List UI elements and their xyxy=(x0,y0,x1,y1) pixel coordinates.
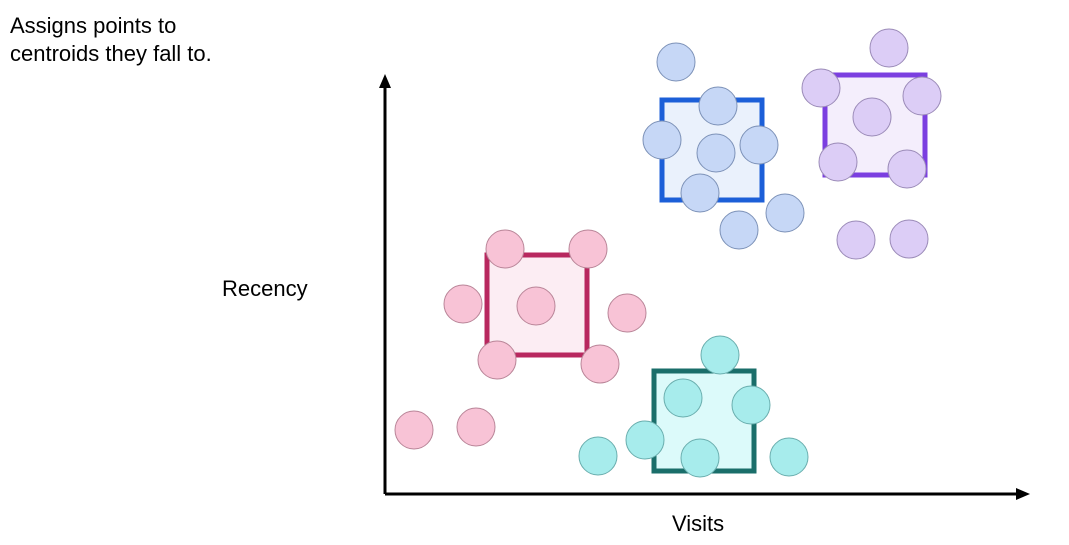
cluster-teal xyxy=(578,335,809,478)
axes xyxy=(379,74,1030,500)
data-point-purple-3 xyxy=(902,76,942,116)
cluster-pink xyxy=(394,229,647,450)
data-point-purple-1 xyxy=(869,28,909,68)
x-axis-arrowhead xyxy=(1016,488,1030,500)
data-point-pink-2 xyxy=(568,229,608,269)
data-point-purple-2 xyxy=(801,68,841,108)
data-point-teal-5 xyxy=(680,438,720,478)
data-point-blue-5 xyxy=(739,125,779,165)
data-point-pink-9 xyxy=(456,407,496,447)
x-axis-label: Visits xyxy=(672,511,725,536)
data-point-purple-8 xyxy=(889,219,929,259)
data-point-teal-6 xyxy=(578,436,618,476)
data-point-teal-2 xyxy=(663,378,703,418)
data-point-pink-5 xyxy=(607,293,647,333)
data-point-teal-7 xyxy=(769,437,809,477)
data-point-teal-4 xyxy=(625,420,665,460)
data-point-purple-5 xyxy=(818,142,858,182)
data-point-blue-2 xyxy=(698,86,738,126)
cluster-purple xyxy=(801,28,942,260)
cluster-blue xyxy=(642,42,805,250)
data-point-blue-4 xyxy=(696,133,736,173)
caption-text: Assigns points to centroids they fall to… xyxy=(10,13,212,66)
y-axis-arrowhead xyxy=(379,74,391,88)
data-point-blue-6 xyxy=(680,173,720,213)
data-point-teal-1 xyxy=(700,335,740,375)
data-point-blue-8 xyxy=(765,193,805,233)
data-point-blue-1 xyxy=(656,42,696,82)
data-point-pink-4 xyxy=(516,286,556,326)
data-point-purple-4 xyxy=(852,97,892,137)
clusters-layer xyxy=(394,28,942,478)
data-point-pink-3 xyxy=(443,284,483,324)
data-point-teal-3 xyxy=(731,385,771,425)
data-point-blue-3 xyxy=(642,120,682,160)
data-point-pink-6 xyxy=(477,340,517,380)
data-point-purple-7 xyxy=(836,220,876,260)
data-point-blue-7 xyxy=(719,210,759,250)
data-point-pink-7 xyxy=(580,344,620,384)
y-axis-label: Recency xyxy=(222,276,308,301)
data-point-purple-6 xyxy=(887,149,927,189)
data-point-pink-1 xyxy=(485,229,525,269)
data-point-pink-8 xyxy=(394,410,434,450)
